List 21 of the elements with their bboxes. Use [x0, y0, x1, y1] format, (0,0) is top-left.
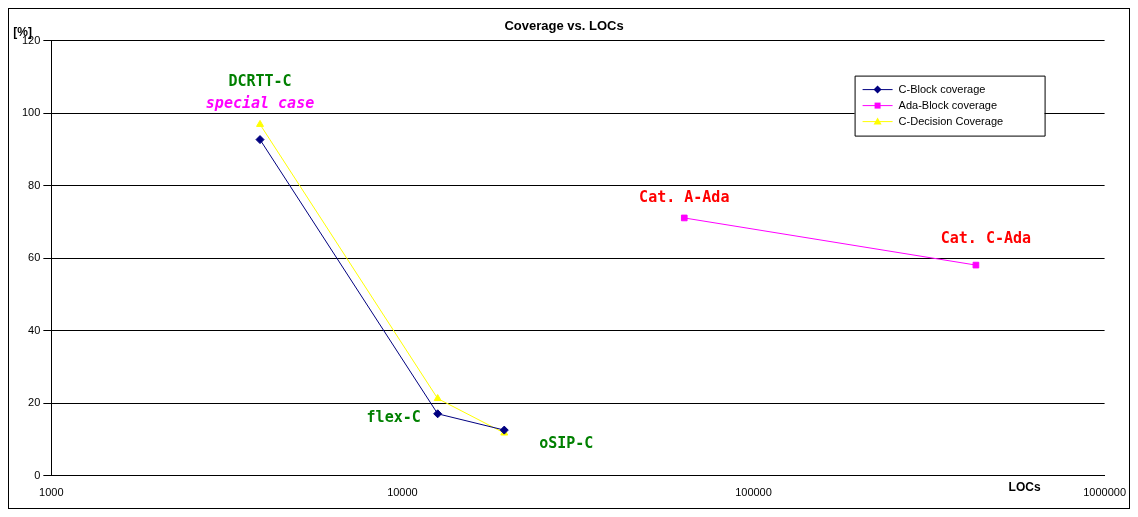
x-tick-label: 100000 [735, 486, 772, 499]
x-tick-label: 1000000 [1083, 486, 1126, 499]
x-axis-title: LOCs [1008, 480, 1041, 495]
legend-label: Ada-Block coverage [898, 98, 998, 111]
annotation: oSIP-C [539, 433, 594, 452]
y-tick-label: 80 [28, 178, 41, 191]
x-tick-label: 10000 [387, 486, 418, 499]
annotation: flex-C [366, 407, 421, 426]
y-tick-label: 20 [28, 396, 41, 409]
y-tick-label: 60 [28, 251, 41, 264]
x-tick-label: 1000 [39, 486, 64, 499]
y-tick-label: 40 [28, 323, 41, 336]
y-tick-label: 0 [34, 468, 41, 481]
annotation: Cat. C-Ada [940, 228, 1032, 247]
legend-label: C-Block coverage [898, 82, 986, 95]
annotation: DCRTT-C [228, 72, 292, 91]
annotation: Cat. A-Ada [639, 187, 730, 206]
annotation: special case [205, 94, 315, 113]
y-tick-label: 100 [21, 106, 41, 119]
chart-title: Coverage vs. LOCs [504, 18, 624, 34]
legend-label: C-Decision Coverage [898, 114, 1004, 127]
